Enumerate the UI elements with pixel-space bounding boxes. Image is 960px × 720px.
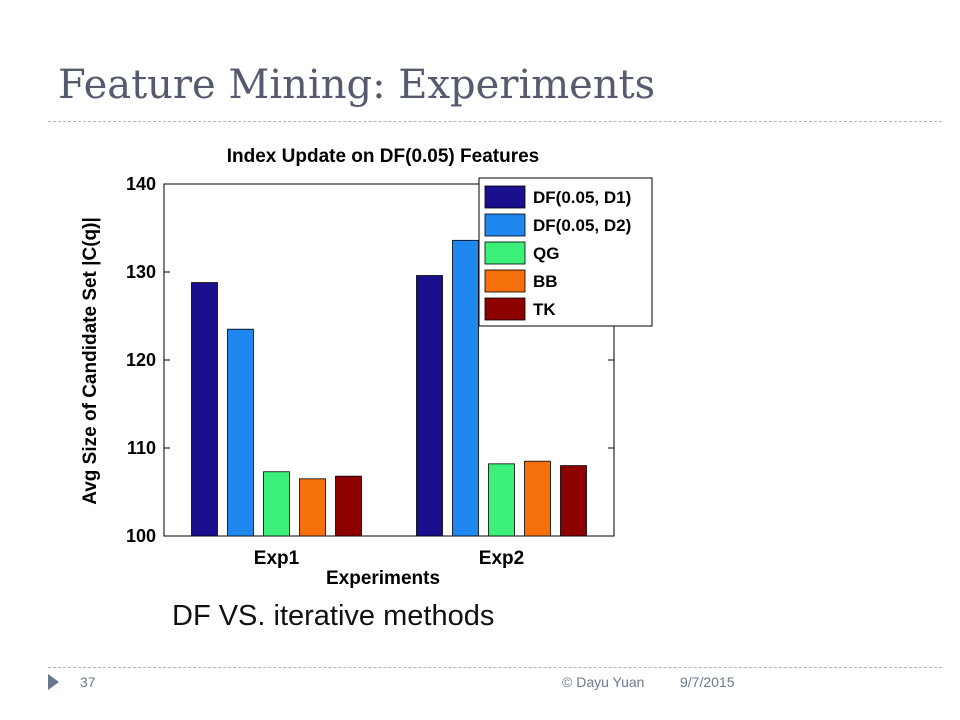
bar [263, 471, 290, 537]
legend-label: DF(0.05, D1) [533, 188, 631, 207]
y-tick-label: 140 [126, 174, 156, 194]
y-axis-label: Avg Size of Candidate Set |C(q)| [80, 217, 101, 505]
bar [452, 239, 479, 537]
x-tick-label: Exp2 [479, 548, 524, 569]
page-number: 37 [80, 674, 96, 690]
legend-swatch [484, 241, 526, 265]
bar [227, 328, 254, 537]
y-tick-label: 120 [126, 350, 156, 370]
chart-legend: DF(0.05, D1) DF(0.05, D2) QG BB TK [478, 177, 653, 327]
slide-caption: DF VS. iterative methods [172, 600, 495, 632]
footer-bullet-icon [48, 674, 59, 690]
legend-label: QG [533, 244, 559, 263]
legend-swatch [484, 213, 526, 237]
legend-label: DF(0.05, D2) [533, 216, 631, 235]
bar [335, 475, 362, 537]
x-axis-label: Experiments [326, 568, 440, 589]
y-tick-label: 130 [126, 262, 156, 282]
legend-swatch [484, 185, 526, 209]
y-tick-label: 110 [127, 438, 156, 458]
bar [560, 465, 587, 537]
slide-title: Feature Mining: Experiments [58, 62, 656, 108]
bar [416, 275, 443, 537]
bar [191, 282, 218, 537]
bar-chart: Index Update on DF(0.05) Features Avg Si… [80, 146, 653, 589]
x-tick-label: Exp1 [254, 548, 300, 569]
title-divider [48, 121, 942, 122]
legend-swatch [484, 269, 526, 293]
footer-date: 9/7/2015 [680, 674, 735, 690]
y-tick-label: 100 [126, 526, 156, 546]
legend-label: BB [533, 272, 558, 291]
bar [299, 478, 326, 537]
bar [488, 463, 515, 537]
bar [524, 460, 551, 537]
chart-title: Index Update on DF(0.05) Features [227, 146, 540, 167]
footer-divider [48, 667, 942, 668]
legend-label: TK [533, 300, 556, 319]
legend-swatch [484, 297, 526, 321]
footer-author: © Dayu Yuan [562, 674, 645, 690]
